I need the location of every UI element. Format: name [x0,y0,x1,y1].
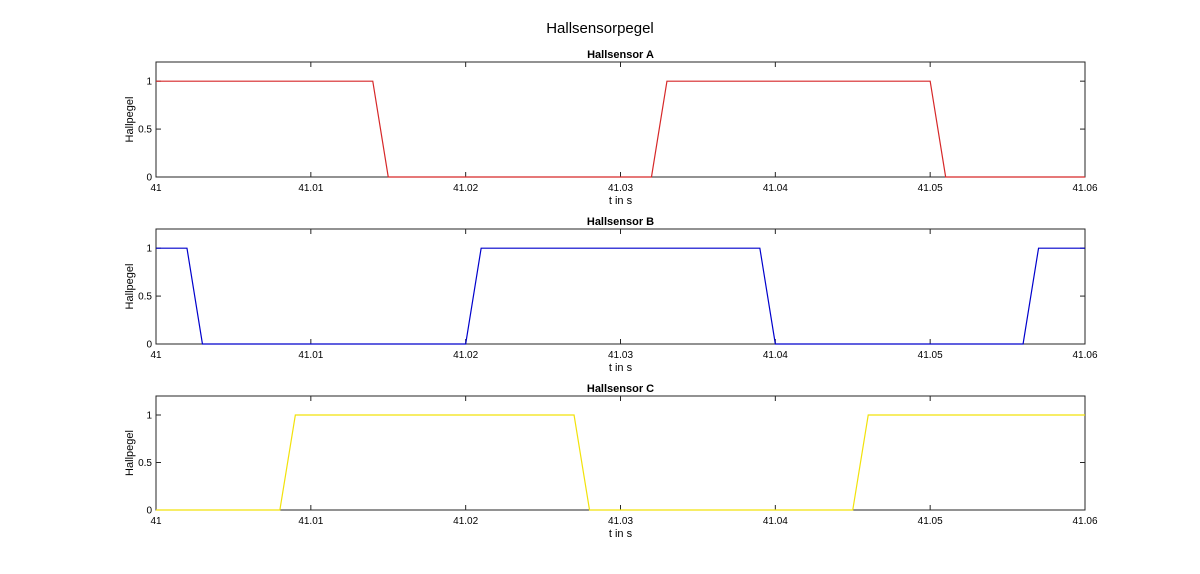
x-tick-label: 41.06 [1072,516,1097,527]
x-tick-label: 41.04 [763,183,788,194]
x-axis-label: t in s [609,528,633,540]
x-tick-label: 41.05 [918,350,943,361]
x-tick-label: 41 [150,350,162,361]
axes-box [155,61,1086,178]
y-tick-label: 0.5 [138,125,152,136]
y-axis-label: Hallpegel [124,430,136,476]
y-tick-label: 1 [146,411,152,422]
axes-box [155,228,1086,345]
y-tick-label: 0 [146,506,152,517]
x-tick-label: 41.04 [763,516,788,527]
subplot-2: Hallsensor B 41 41.01 41.02 41.03 41.04 41.05 4… [124,216,1098,374]
y-tick-label: 0.5 [138,292,152,303]
series-line-1 [156,247,1085,345]
y-tick-label: 1 [146,77,152,88]
subplot-1: Hallsensor A 41 41.01 41.02 41.03 41.04 41.05 4… [124,49,1098,207]
y-axis-label: Hallpegel [124,97,136,143]
x-axis-label: t in s [609,195,633,207]
figure-title: Hallsensorpegel [546,20,654,37]
y-tick-label: 0 [146,340,152,351]
x-tick-label: 41.03 [608,183,633,194]
x-axis-label: t in s [609,362,633,374]
x-tick-label: 41.06 [1072,183,1097,194]
x-tick-label: 41.01 [298,516,323,527]
x-tick-label: 41.04 [763,350,788,361]
y-axis-label: Hallpegel [124,264,136,310]
y-tick-label: 0.5 [138,458,152,469]
x-tick-label: 41 [150,183,162,194]
axes-box [155,395,1086,511]
subplot-title: Hallsensor C [587,383,654,395]
x-tick-label: 41.06 [1072,350,1097,361]
x-tick-label: 41.03 [608,350,633,361]
subplot-title: Hallsensor A [587,49,654,61]
y-tick-label: 0 [146,173,152,184]
y-tick-label: 1 [146,244,152,255]
series-line-1 [156,80,1085,178]
subplot-3: Hallsensor C 41 41.01 41.02 41.03 41.04 41.05 4… [124,383,1098,540]
x-tick-label: 41.01 [298,350,323,361]
x-tick-label: 41.05 [918,183,943,194]
x-tick-label: 41.02 [453,516,478,527]
x-tick-label: 41.02 [453,350,478,361]
x-tick-label: 41.01 [298,183,323,194]
x-tick-label: 41.03 [608,516,633,527]
subplot-title: Hallsensor B [587,216,654,228]
subplots: Hallsensor A 41 41.01 41.02 41.03 41.04 41.05 4… [124,49,1098,540]
series-line-1 [156,414,1085,511]
x-tick-label: 41.05 [918,516,943,527]
x-tick-label: 41.02 [453,183,478,194]
x-tick-label: 41 [150,516,162,527]
